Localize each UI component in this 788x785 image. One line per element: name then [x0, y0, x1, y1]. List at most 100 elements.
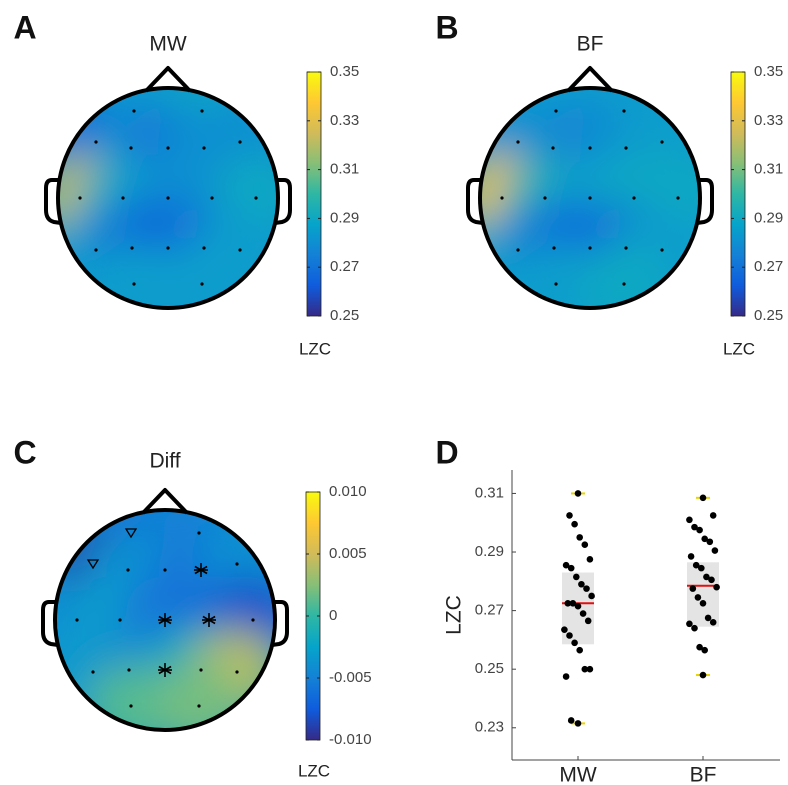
data-point — [696, 643, 703, 651]
panel-letter: A — [13, 9, 36, 45]
y-tick-label: 0.25 — [475, 660, 504, 677]
y-tick-label: 0.27 — [475, 602, 504, 619]
data-point — [576, 646, 583, 654]
electrode-dot — [132, 109, 136, 113]
nose — [141, 488, 189, 515]
data-point — [561, 626, 568, 633]
electrode-dot — [78, 196, 82, 200]
data-point — [579, 610, 587, 617]
colorbar-tick-label: 0.010 — [329, 483, 367, 500]
data-point — [699, 494, 707, 502]
colorbar-tick-label: 0.27 — [330, 258, 359, 275]
colorbar-tick-label: 0.35 — [330, 63, 359, 80]
electrode-dot — [238, 140, 242, 144]
electrode-dot — [235, 670, 239, 674]
electrode-dot — [163, 568, 167, 572]
data-point — [703, 573, 710, 581]
data-point — [569, 599, 577, 607]
x-tick-label: MW — [559, 764, 596, 785]
data-point — [574, 602, 582, 610]
data-point — [713, 583, 720, 591]
electrode-dot — [202, 146, 206, 150]
data-point — [692, 561, 700, 569]
electrode-dot — [624, 246, 628, 250]
electrode-dot — [551, 146, 555, 150]
electrode-dot — [132, 282, 136, 286]
data-point — [586, 556, 594, 563]
data-point — [686, 620, 693, 628]
colorbar — [306, 71, 322, 317]
electrode-dot — [516, 248, 520, 252]
colorbar-tick-label: 0.35 — [754, 63, 783, 80]
data-point — [581, 541, 589, 548]
y-tick-label: 0.31 — [475, 484, 504, 501]
electrode-dot — [199, 668, 203, 672]
electrode-dot — [660, 140, 664, 144]
electrode-dot — [94, 248, 98, 252]
electrode-dot — [588, 246, 592, 250]
colorbar-tick-label: 0 — [329, 607, 337, 624]
electrode-dot — [632, 196, 636, 200]
y-tick-label: 0.23 — [475, 719, 504, 736]
electrode-dot — [210, 196, 214, 200]
significance-star — [202, 613, 216, 627]
data-point — [567, 564, 575, 572]
data-point — [699, 671, 707, 679]
data-point — [691, 523, 698, 531]
data-point — [578, 580, 585, 588]
data-point — [696, 526, 703, 534]
data-point — [581, 665, 589, 673]
electrode-dot — [166, 196, 170, 200]
colorbar-tick-label: -0.010 — [329, 731, 372, 748]
data-point — [706, 538, 714, 546]
data-point — [574, 720, 582, 727]
data-point — [584, 617, 592, 625]
electrode-dot — [129, 704, 133, 708]
nose — [566, 66, 614, 93]
data-point — [699, 599, 707, 607]
data-point — [583, 585, 590, 592]
electrode-dot — [552, 246, 556, 250]
panel-title: Diff — [149, 450, 180, 473]
colorbar-tick-label: 0.33 — [754, 112, 783, 129]
panel-letter: B — [435, 9, 458, 45]
panel-title: BF — [577, 33, 604, 56]
data-point — [574, 490, 582, 497]
electrode-dot — [197, 704, 201, 708]
data-point — [691, 624, 698, 632]
electrode-dot — [676, 196, 680, 200]
data-point — [709, 619, 717, 626]
electrode-dot — [126, 568, 130, 572]
data-point — [571, 520, 578, 528]
electrode-dot — [200, 109, 204, 113]
electrode-dot — [166, 246, 170, 250]
colorbar — [730, 71, 746, 317]
data-point — [701, 646, 708, 654]
panel-letter: D — [435, 434, 458, 470]
y-tick-label: 0.29 — [475, 543, 504, 560]
data-point — [711, 547, 719, 554]
data-point — [709, 512, 717, 519]
significance-triangle — [124, 528, 138, 539]
colorbar-tick-label: 0.33 — [330, 112, 359, 129]
electrode-dot — [121, 196, 125, 200]
x-tick-label: BF — [690, 764, 717, 785]
data-point — [566, 632, 573, 639]
electrode-dot — [238, 248, 242, 252]
nose — [144, 66, 192, 93]
colorbar-tick-label: 0.005 — [329, 545, 367, 562]
electrode-dot — [624, 146, 628, 150]
electrode-dot — [200, 282, 204, 286]
electrode-dot — [91, 670, 95, 674]
electrode-dot — [235, 562, 239, 566]
electrode-dot — [166, 146, 170, 150]
electrode-dot — [622, 109, 626, 113]
data-point — [566, 512, 573, 519]
colorbar-tick-label: 0.27 — [754, 258, 783, 275]
electrode-dot — [588, 196, 592, 200]
significance-star — [194, 563, 208, 577]
electrode-dot — [554, 109, 558, 113]
head-outline — [56, 86, 280, 310]
electrode-dot — [202, 246, 206, 250]
